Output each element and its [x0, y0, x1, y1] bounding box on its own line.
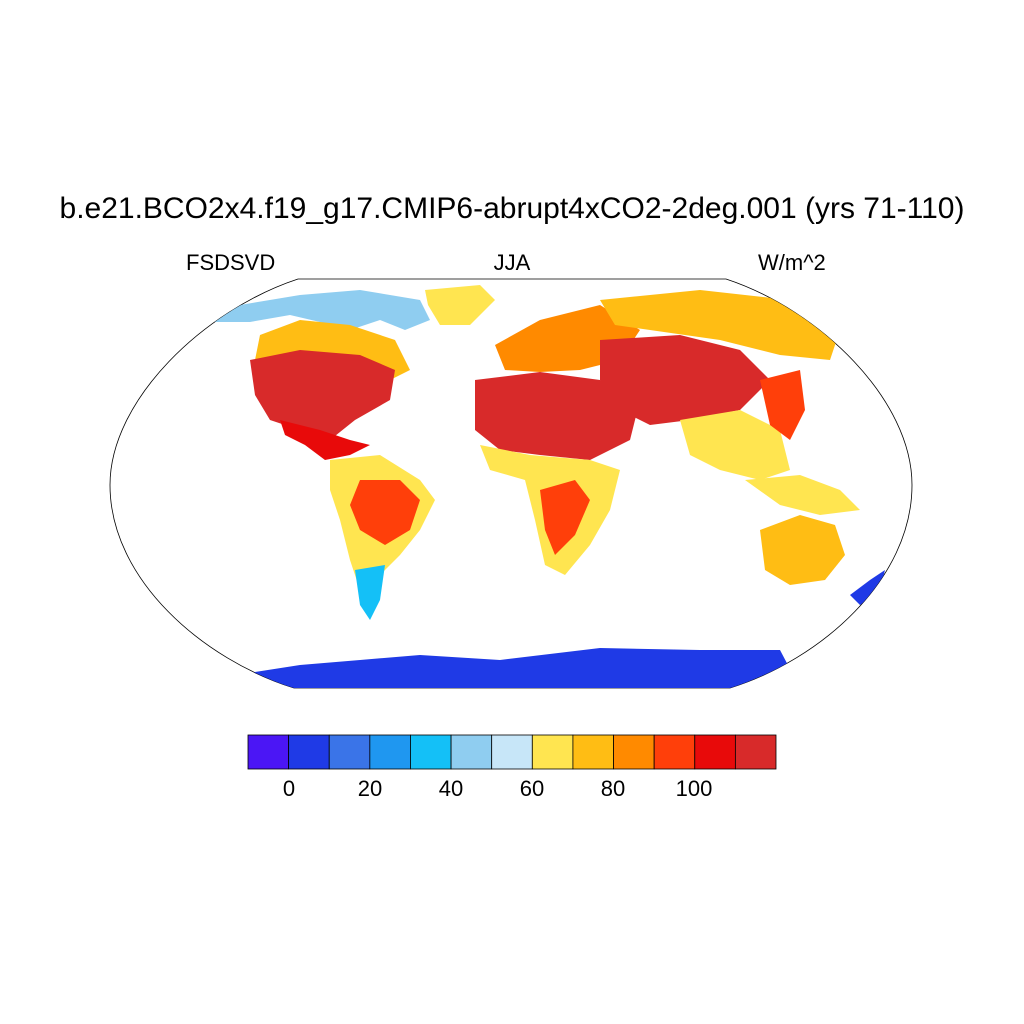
africa-south — [540, 480, 590, 555]
colorbar-box — [531, 734, 574, 770]
australia — [760, 515, 845, 585]
colorbar-box — [247, 734, 290, 770]
north-america-high-lat — [205, 290, 430, 330]
asia-north — [600, 290, 840, 360]
colorbar-box — [572, 734, 614, 770]
colorbar-tick-label-100: 100 — [675, 776, 713, 801]
east-asia — [760, 370, 805, 440]
colorbar-box — [694, 734, 736, 770]
south-america-south — [355, 565, 385, 620]
colorbar-box — [734, 734, 777, 770]
new-zealand — [850, 570, 885, 605]
colorbar-box — [369, 734, 411, 770]
colorbar-box — [491, 734, 533, 770]
colorbar-box — [410, 734, 452, 770]
colorbar-tick-label-80: 80 — [600, 776, 626, 801]
north-america-usa — [250, 350, 395, 440]
asia-south — [680, 410, 790, 480]
colorbar-box — [613, 734, 655, 770]
africa-sahara — [475, 372, 640, 460]
units-label: W/m^2 — [758, 250, 826, 275]
season-label: JJA — [493, 250, 531, 275]
south-america-amazon — [350, 480, 420, 545]
antarctica — [230, 648, 800, 688]
greenland — [425, 285, 495, 325]
variable-label: FSDSVD — [186, 250, 276, 275]
colorbar-tick-label-40: 40 — [438, 776, 464, 801]
colorbar-tick-label-60: 60 — [519, 776, 545, 801]
colorbar-box — [328, 734, 371, 770]
colorbar-box — [450, 734, 493, 770]
colorbar-tick-label-20: 20 — [357, 776, 383, 801]
central-america — [280, 420, 370, 460]
asia-middle-east — [600, 335, 770, 425]
maritime-continent — [745, 475, 860, 515]
plot-title: b.e21.BCO2x4.f19_g17.CMIP6-abrupt4xCO2-2… — [59, 192, 965, 225]
colorbar-box — [288, 734, 330, 770]
colorbar-box — [653, 734, 696, 770]
colorbar-tick-label-0: 0 — [282, 776, 296, 801]
